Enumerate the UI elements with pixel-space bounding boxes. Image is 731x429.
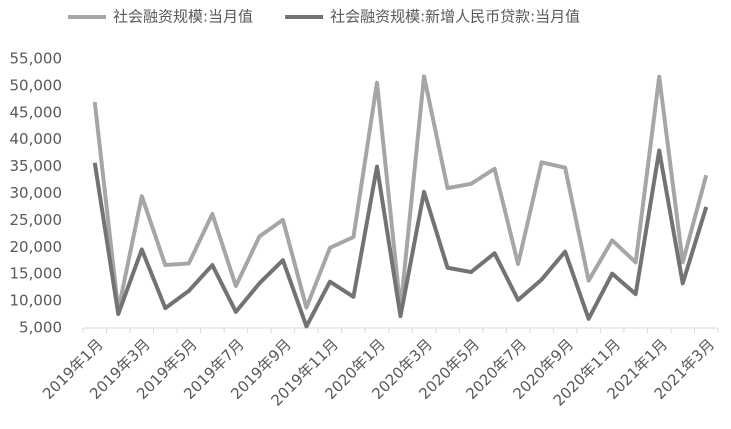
y-tick-label: 50,000 (10, 76, 63, 94)
series-line (92, 148, 709, 329)
y-tick-label: 10,000 (10, 292, 63, 310)
y-tick-label: 20,000 (10, 238, 63, 256)
y-tick-label: 55,000 (10, 50, 63, 68)
y-tick-label: 5,000 (19, 319, 62, 337)
y-tick-label: 25,000 (10, 211, 63, 229)
legend-label: 社会融资规模:新增人民币贷款:当月值 (330, 8, 580, 26)
y-tick-label: 45,000 (10, 103, 63, 121)
y-tick-label: 15,000 (10, 265, 63, 283)
y-tick-label: 35,000 (10, 157, 63, 175)
y-tick-label: 30,000 (10, 184, 63, 202)
legend-label: 社会融资规模:当月值 (113, 8, 253, 26)
y-tick-label: 40,000 (10, 130, 63, 148)
